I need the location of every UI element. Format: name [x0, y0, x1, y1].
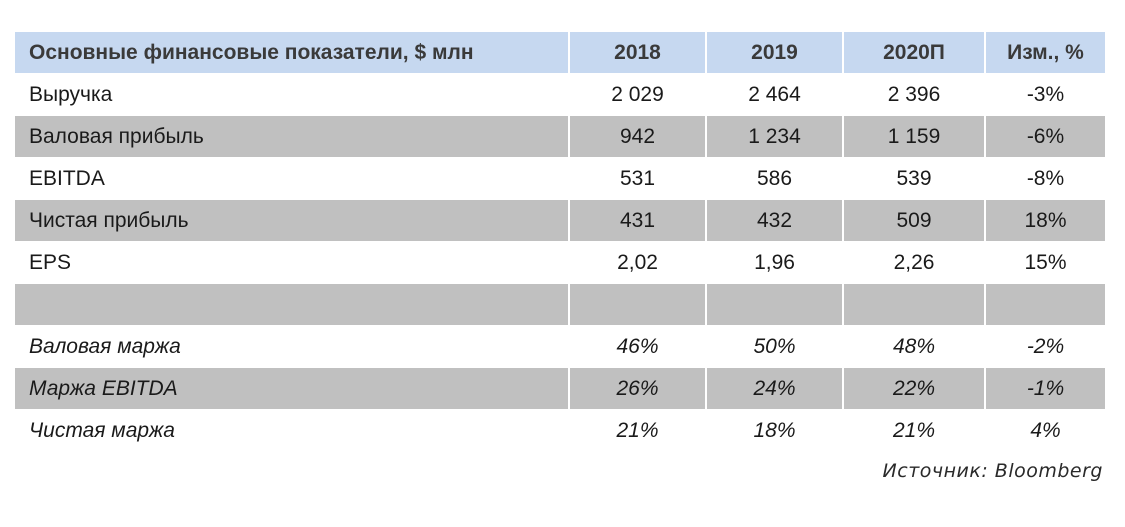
row-label: EBITDA — [29, 166, 105, 190]
cell-2019: 586 — [756, 166, 793, 190]
cell-2020p: 48% — [892, 334, 936, 358]
row-label — [15, 284, 568, 325]
table-header-row: Основные финансовые показатели, $ млн 20… — [15, 32, 1105, 73]
row-label: Чистая прибыль — [15, 200, 568, 241]
header-2020p: 2020П — [844, 32, 984, 73]
cell-2018: 2,02 — [617, 250, 658, 274]
source-note: Источник: Bloomberg — [882, 460, 1103, 482]
row-label: Выручка — [29, 82, 113, 106]
table-row: Чистая маржа 21% 18% 21% 4% — [15, 410, 1105, 451]
financial-table: Основные финансовые показатели, $ млн 20… — [15, 32, 1105, 452]
table-row: Валовая прибыль 942 1 234 1 159 -6% — [15, 116, 1105, 157]
table-row: Маржа EBITDA 26% 24% 22% -1% — [15, 368, 1105, 409]
cell-change: -3% — [1026, 82, 1065, 106]
header-2019: 2019 — [707, 32, 842, 73]
cell-2019: 2 464 — [748, 82, 801, 106]
cell-change: -1% — [986, 368, 1105, 409]
cell-2020p: 509 — [844, 200, 984, 241]
cell-2018: 21% — [616, 418, 659, 442]
cell-change: -6% — [986, 116, 1105, 157]
cell-2018: 942 — [570, 116, 705, 157]
table-row: EPS 2,02 1,96 2,26 15% — [15, 242, 1105, 283]
cell-2018: 431 — [570, 200, 705, 241]
cell-2019 — [707, 284, 842, 325]
cell-2018: 46% — [616, 334, 659, 358]
cell-2018: 2 029 — [611, 82, 664, 106]
cell-change: 4% — [1030, 418, 1061, 442]
cell-2020p: 21% — [892, 418, 936, 442]
table-row: EBITDA 531 586 539 -8% — [15, 158, 1105, 199]
cell-2019: 18% — [753, 418, 796, 442]
table-row: Чистая прибыль 431 432 509 18% — [15, 200, 1105, 241]
cell-2018: 531 — [619, 166, 656, 190]
header-indicator: Основные финансовые показатели, $ млн — [15, 32, 568, 73]
cell-2020p: 2 396 — [887, 82, 941, 106]
table-spacer-row — [15, 284, 1105, 325]
cell-2020p: 2,26 — [893, 250, 935, 274]
header-2018: 2018 — [570, 32, 705, 73]
cell-2019: 50% — [753, 334, 796, 358]
cell-2020p: 539 — [896, 166, 932, 190]
row-label: Маржа EBITDA — [15, 368, 568, 409]
header-change: Изм., % — [986, 32, 1105, 73]
table-row: Выручка 2 029 2 464 2 396 -3% — [15, 74, 1105, 115]
cell-2019: 1,96 — [754, 250, 795, 274]
cell-2019: 24% — [707, 368, 842, 409]
cell-2019: 432 — [707, 200, 842, 241]
cell-2019: 1 234 — [707, 116, 842, 157]
row-label: Валовая прибыль — [15, 116, 568, 157]
row-label: Валовая маржа — [29, 334, 181, 358]
cell-2018 — [570, 284, 705, 325]
table-row: Валовая маржа 46% 50% 48% -2% — [15, 326, 1105, 367]
cell-2018: 26% — [570, 368, 705, 409]
cell-change: -2% — [1026, 334, 1065, 358]
row-label: EPS — [29, 250, 72, 274]
cell-2020p — [844, 284, 984, 325]
cell-change: 18% — [986, 200, 1105, 241]
cell-change — [986, 284, 1105, 325]
row-label: Чистая маржа — [29, 418, 175, 442]
cell-2020p: 1 159 — [844, 116, 984, 157]
cell-change: -8% — [1026, 166, 1065, 190]
cell-change: 15% — [1024, 250, 1067, 274]
cell-2020p: 22% — [844, 368, 984, 409]
